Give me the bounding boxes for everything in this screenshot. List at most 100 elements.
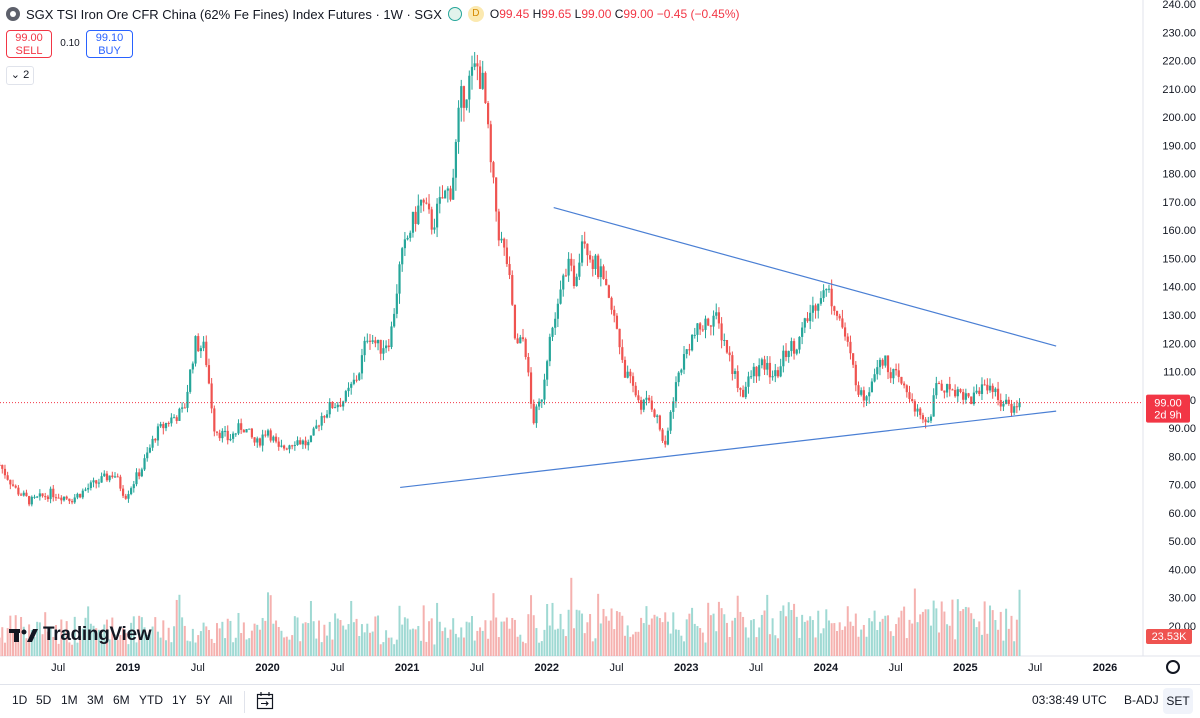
price-tick-label: 40.00 xyxy=(1168,564,1196,576)
time-tick-label: 2024 xyxy=(814,662,839,674)
volume-bar xyxy=(331,639,334,656)
volume-bar xyxy=(76,642,79,656)
volume-bar xyxy=(954,639,957,656)
volume-tag xyxy=(1146,629,1192,644)
session-toggle[interactable]: SET xyxy=(1163,688,1193,714)
volume-bar xyxy=(216,623,219,656)
indicators-collapse-button[interactable]: ⌄ 2 xyxy=(6,66,34,85)
volume-bar xyxy=(390,637,393,656)
range-5y[interactable]: 5Y xyxy=(196,693,211,707)
volume-bar xyxy=(572,628,575,656)
price-tick-label: 160.00 xyxy=(1162,225,1196,237)
candle-body xyxy=(191,363,194,370)
candle-body xyxy=(130,488,133,495)
candle-body xyxy=(73,497,76,503)
range-1y[interactable]: 1Y xyxy=(172,693,187,707)
volume-bar xyxy=(363,632,366,656)
candle-body xyxy=(460,86,463,108)
candle-body xyxy=(921,415,925,420)
settings-gear-icon[interactable] xyxy=(1166,660,1180,674)
market-status-icon[interactable] xyxy=(447,7,462,21)
candle-body xyxy=(642,399,645,410)
candle-body xyxy=(242,429,245,433)
time-tick-label: 2020 xyxy=(255,662,279,674)
candle-body xyxy=(892,368,895,379)
range-1d[interactable]: 1D xyxy=(12,693,28,707)
volume-bar xyxy=(776,638,779,656)
volume-bar xyxy=(873,610,876,656)
volume-bar xyxy=(277,627,280,656)
candle-body xyxy=(758,365,761,377)
volume-bar xyxy=(444,627,447,656)
volume-bar xyxy=(551,602,554,656)
volume-bar xyxy=(803,621,806,656)
symbol-title[interactable]: SGX TSI Iron Ore CFR China (62% Fe Fines… xyxy=(26,6,442,22)
candle-body xyxy=(116,476,119,478)
volume-bar xyxy=(414,629,417,656)
buy-button[interactable]: 99.10 BUY xyxy=(86,30,133,58)
range-1m[interactable]: 1M xyxy=(61,693,78,707)
range-5d[interactable]: 5D xyxy=(36,693,52,707)
candle-body xyxy=(562,275,565,290)
candle-body xyxy=(213,408,216,432)
volume-bar xyxy=(63,630,66,656)
candle-body xyxy=(580,241,584,263)
adjustment-toggle[interactable]: B-ADJ xyxy=(1124,693,1159,707)
candle-body xyxy=(956,389,959,397)
volume-bar xyxy=(492,593,495,656)
candle-body xyxy=(511,275,514,305)
candle-body xyxy=(779,366,782,377)
volume-bar xyxy=(720,608,723,656)
volume-bar xyxy=(935,608,938,656)
volume-bar xyxy=(347,624,350,656)
volume-bar xyxy=(817,610,820,656)
volume-bar xyxy=(916,622,919,656)
candle-body xyxy=(444,190,447,199)
clock-utc[interactable]: 03:38:49 UTC xyxy=(1032,693,1107,707)
volume-bar xyxy=(221,621,224,656)
candle-body xyxy=(540,399,543,402)
range-all[interactable]: All xyxy=(219,693,233,707)
volume-bar xyxy=(73,616,76,656)
candle-body xyxy=(999,400,1002,407)
range-3m[interactable]: 3M xyxy=(87,693,104,707)
price-tick-label: 150.00 xyxy=(1162,253,1196,265)
data-delay-badge[interactable]: D xyxy=(467,6,484,22)
volume-bar xyxy=(734,617,737,656)
volume-bar xyxy=(645,606,648,656)
price-tick-label: 170.00 xyxy=(1162,197,1196,209)
sell-button[interactable]: 99.00 SELL xyxy=(6,30,52,58)
candle-body xyxy=(801,327,804,337)
candle-body xyxy=(583,241,586,244)
volume-bar xyxy=(183,625,186,656)
candle-body xyxy=(744,386,747,398)
range-ytd[interactable]: YTD xyxy=(139,693,163,707)
candle-body xyxy=(189,369,192,392)
candle-body xyxy=(9,479,12,485)
volume-bar xyxy=(975,627,978,656)
price-tick-label: 190.00 xyxy=(1162,140,1196,152)
volume-bar xyxy=(449,629,452,656)
volume-bar xyxy=(768,634,771,656)
candle-body xyxy=(806,318,809,322)
candle-body xyxy=(900,376,903,384)
candle-body xyxy=(699,323,702,330)
date-range-calendar-icon[interactable] xyxy=(256,691,274,711)
range-6m[interactable]: 6M xyxy=(113,693,130,707)
volume-bar xyxy=(476,630,479,656)
volume-bar xyxy=(326,635,329,656)
candle-body xyxy=(830,288,833,307)
volume-bar xyxy=(683,641,686,656)
candle-body xyxy=(811,305,814,313)
candle-body xyxy=(613,309,616,316)
candle-body xyxy=(720,323,723,341)
volume-bar xyxy=(497,637,500,656)
candle-body xyxy=(629,371,632,377)
candle-body xyxy=(763,359,766,370)
candle-body xyxy=(121,488,125,496)
candle-body xyxy=(988,385,992,391)
candlestick-chart[interactable]: 240.00230.00220.00210.00200.00190.00180.… xyxy=(0,0,1200,684)
candle-body xyxy=(342,401,345,407)
candle-body xyxy=(138,472,141,477)
